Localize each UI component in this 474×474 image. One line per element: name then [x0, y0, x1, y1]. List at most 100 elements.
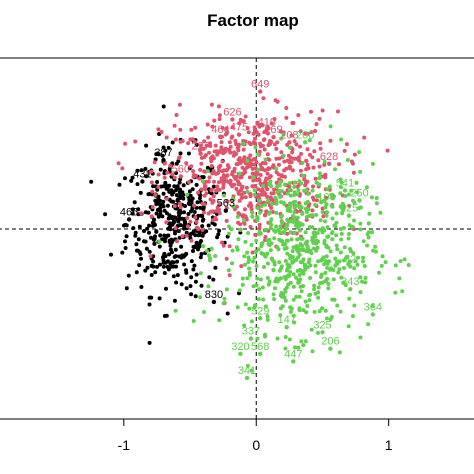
- scatter-point-cluster2: [211, 169, 216, 174]
- scatter-point-cluster2: [238, 222, 243, 227]
- scatter-point-cluster2: [209, 102, 214, 107]
- scatter-point-cluster3: [265, 198, 270, 203]
- scatter-point-cluster3: [326, 282, 331, 286]
- scatter-point-cluster3: [361, 259, 365, 264]
- scatter-point-cluster1: [175, 273, 180, 278]
- scatter-point-cluster2: [237, 121, 242, 126]
- scatter-point-cluster1: [161, 199, 166, 204]
- scatter-point-cluster1: [189, 198, 194, 203]
- scatter-point-cluster3: [360, 279, 365, 284]
- scatter-point-cluster3: [358, 275, 363, 280]
- scatter-point-cluster1: [163, 180, 168, 185]
- scatter-point-cluster1: [162, 314, 167, 318]
- point-label: 830: [205, 289, 223, 301]
- scatter-point-cluster3: [286, 263, 291, 268]
- scatter-point-cluster2: [209, 164, 214, 168]
- scatter-point-cluster3: [209, 246, 214, 251]
- scatter-point-cluster3: [289, 306, 294, 311]
- scatter-point-cluster2: [246, 130, 251, 135]
- scatter-point-cluster2: [194, 219, 199, 224]
- scatter-point-cluster2: [278, 129, 283, 134]
- scatter-point-cluster1: [157, 244, 162, 249]
- scatter-point-cluster3: [349, 249, 353, 254]
- scatter-point-cluster3: [345, 158, 350, 162]
- scatter-point-cluster3: [323, 219, 327, 224]
- scatter-point-cluster2: [177, 102, 182, 107]
- scatter-point-cluster2: [228, 150, 233, 155]
- scatter-point-cluster2: [318, 141, 323, 146]
- scatter-point-cluster1: [170, 140, 175, 145]
- scatter-point-cluster2: [217, 211, 222, 216]
- scatter-point-cluster3: [288, 280, 293, 285]
- scatter-point-cluster1: [122, 223, 126, 228]
- scatter-point-cluster2: [248, 153, 253, 158]
- scatter-point-cluster2: [290, 150, 295, 155]
- scatter-point-cluster1: [158, 209, 163, 214]
- scatter-point-cluster3: [257, 198, 262, 203]
- scatter-point-cluster2: [195, 225, 199, 230]
- scatter-point-cluster2: [178, 127, 183, 132]
- scatter-point-cluster2: [220, 169, 225, 174]
- scatter-point-cluster2: [209, 159, 214, 164]
- scatter-point-cluster3: [309, 251, 314, 255]
- scatter-point-cluster1: [184, 268, 188, 273]
- scatter-point-cluster3: [294, 294, 299, 299]
- scatter-point-cluster2: [249, 207, 254, 211]
- scatter-point-cluster3: [334, 233, 339, 238]
- scatter-point-cluster3: [288, 230, 293, 235]
- scatter-point-cluster2: [217, 187, 222, 192]
- scatter-point-cluster1: [189, 259, 194, 264]
- scatter-point-cluster3: [291, 297, 296, 302]
- scatter-point-cluster1: [175, 259, 180, 264]
- scatter-point-cluster2: [315, 198, 319, 203]
- scatter-point-cluster3: [295, 237, 300, 242]
- scatter-point-cluster3: [338, 177, 343, 182]
- scatter-point-cluster2: [287, 160, 292, 165]
- scatter-point-cluster3: [340, 201, 345, 206]
- scatter-point-cluster3: [251, 284, 256, 289]
- scatter-point-cluster2: [201, 146, 206, 151]
- scatter-point-cluster3: [324, 213, 329, 218]
- scatter-point-cluster3: [314, 238, 319, 243]
- scatter-point-cluster2: [294, 142, 299, 147]
- scatter-point-cluster1: [171, 199, 176, 204]
- scatter-point-cluster3: [339, 237, 344, 242]
- scatter-point-cluster3: [327, 259, 332, 264]
- scatter-point-cluster3: [254, 283, 259, 288]
- scatter-point-cluster2: [223, 146, 228, 151]
- scatter-point-cluster3: [240, 282, 245, 287]
- scatter-point-cluster1: [177, 196, 182, 201]
- scatter-point-cluster2: [328, 138, 333, 143]
- scatter-point-cluster3: [310, 188, 315, 193]
- scatter-point-cluster1: [172, 184, 177, 189]
- scatter-point-cluster2: [310, 195, 315, 200]
- scatter-point-cluster2: [230, 125, 235, 130]
- scatter-point-cluster1: [147, 340, 152, 345]
- scatter-point-cluster3: [363, 280, 368, 285]
- scatter-point-cluster3: [333, 167, 337, 172]
- scatter-point-cluster2: [212, 118, 217, 123]
- scatter-point-cluster3: [269, 217, 274, 222]
- scatter-point-cluster3: [261, 297, 266, 302]
- scatter-point-cluster3: [267, 210, 272, 215]
- scatter-point-cluster3: [311, 230, 316, 235]
- point-label: 568: [251, 341, 269, 353]
- scatter-point-cluster3: [252, 255, 257, 260]
- scatter-point-cluster1: [191, 229, 196, 234]
- scatter-point-cluster2: [238, 117, 243, 122]
- scatter-point-cluster2: [252, 125, 257, 130]
- point-label: 227: [191, 141, 209, 153]
- scatter-point-cluster3: [300, 160, 305, 165]
- scatter-point-cluster2: [211, 156, 216, 161]
- scatter-point-cluster3: [268, 226, 273, 231]
- labeled-point-marker: [348, 287, 353, 292]
- scatter-point-cluster2: [352, 152, 357, 157]
- scatter-point-cluster2: [202, 139, 207, 144]
- scatter-point-cluster1: [156, 214, 161, 219]
- scatter-point-cluster3: [378, 210, 383, 215]
- scatter-point-cluster3: [280, 213, 284, 218]
- scatter-point-cluster2: [198, 148, 202, 153]
- scatter-point-cluster2: [217, 113, 222, 118]
- scatter-point-cluster2: [193, 215, 198, 220]
- scatter-point-cluster2: [234, 186, 239, 191]
